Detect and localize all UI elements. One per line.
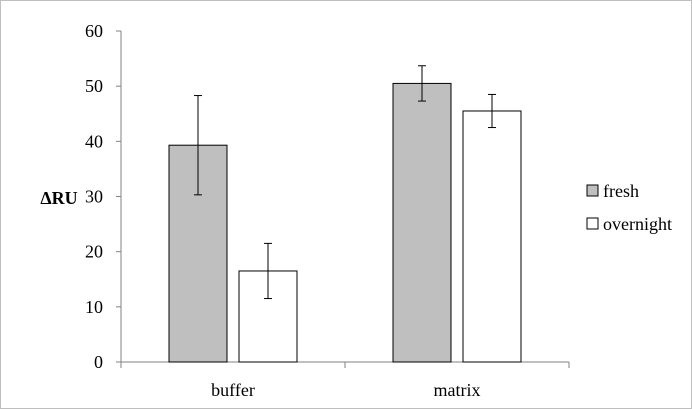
y-tick-label: 30 [85, 187, 103, 207]
legend-swatch-fresh [586, 184, 599, 197]
bar-fresh-matrix [392, 82, 452, 363]
y-tick-label: 20 [85, 242, 103, 262]
legend-label-fresh: fresh [603, 181, 639, 201]
x-category-label: matrix [434, 380, 481, 400]
y-axis-label: ΔRU [40, 188, 77, 208]
legend-swatch-overnight [586, 217, 599, 230]
bar-overnight-matrix [462, 110, 522, 363]
y-tick-label: 60 [85, 21, 103, 41]
x-category-labels: buffer matrix [211, 380, 480, 400]
error-bars [194, 65, 496, 300]
y-tick-label: 40 [85, 131, 103, 151]
y-tick-label: 10 [85, 297, 103, 317]
chart-bars [168, 82, 522, 363]
y-tick-labels: 0 10 20 30 40 50 60 [85, 21, 103, 372]
y-tick-label: 50 [85, 76, 103, 96]
x-category-label: buffer [211, 380, 255, 400]
legend: fresh overnight [586, 181, 672, 234]
y-tick-label: 0 [94, 352, 103, 372]
legend-label-overnight: overnight [603, 214, 672, 234]
